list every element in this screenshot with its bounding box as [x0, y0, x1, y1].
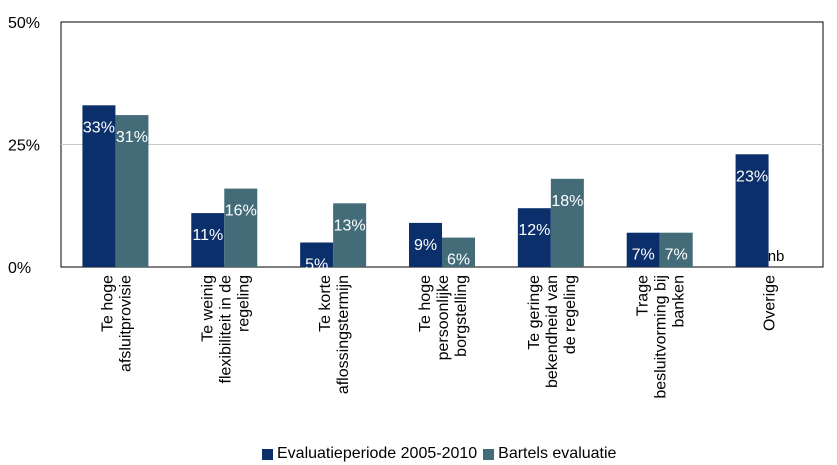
bar-1-4	[409, 222, 442, 267]
x-tick-label-line: flexibiliteit in de	[217, 275, 234, 384]
data-label: 16%	[225, 203, 257, 220]
bar-2-1	[115, 115, 149, 267]
x-tick-label-line: de regeling	[562, 275, 579, 354]
x-tick-label-line: bekendheid van	[544, 275, 561, 388]
bar-1-2	[191, 213, 225, 267]
bar-1-3	[300, 242, 334, 267]
y-tick-label: 25%	[8, 138, 40, 155]
x-tick-label-line: borgstelling	[453, 275, 470, 357]
x-tick-label-line: afsluitprovisie	[117, 275, 134, 372]
bar-2-4	[442, 237, 475, 267]
data-label: 12%	[518, 222, 550, 239]
data-label: 7%	[665, 247, 688, 264]
y-tick-label: 0%	[8, 260, 31, 277]
x-tick-label-line: Te hoge	[99, 275, 116, 332]
bar-1-1	[82, 105, 116, 267]
x-category-label: Te weinig flexibiliteit in de regeling	[199, 275, 252, 384]
bar-1-6	[626, 232, 660, 267]
bar-2-3	[333, 203, 367, 267]
legend-item-series-2: Bartels evaluatie	[483, 445, 616, 463]
x-category-label: Te hoge afsluitprovisie	[99, 275, 134, 372]
x-tick-label-line: Overige	[762, 275, 779, 331]
x-tick-label-line: banken	[671, 275, 688, 328]
x-category-label: Overige	[762, 275, 779, 331]
bar-chart: 0%25%50%33%31%Te hoge afsluitprovisie11%1…	[8, 15, 824, 399]
bar-2-5	[550, 178, 584, 267]
data-label: 23%	[736, 168, 768, 185]
bar-1-5	[517, 208, 551, 267]
legend-label-series-1: Evaluatieperiode 2005-2010	[277, 445, 478, 462]
x-tick-label-line: regeling	[235, 275, 252, 332]
data-label: 9%	[414, 237, 437, 254]
x-tick-label-line: Te hoge	[417, 275, 434, 332]
x-tick-label-line: aflossingstermijn	[335, 275, 352, 394]
x-tick-label-line: persoonlijke	[435, 275, 452, 360]
x-tick-label-line: Te weinig	[199, 275, 216, 342]
bar-2-2	[224, 188, 258, 267]
x-category-label: Te hoge persoonlijke borgstelling	[417, 275, 470, 360]
data-label: 31%	[116, 129, 148, 146]
legend-item-series-1: Evaluatieperiode 2005-2010	[262, 445, 477, 463]
data-label: 5%	[305, 257, 328, 274]
data-label: 13%	[334, 217, 366, 234]
legend-swatch-series-1	[262, 448, 273, 460]
x-category-label: Te geringe bekendheid van de regeling	[526, 275, 579, 388]
x-category-label: Trage besluitvorming bij banken	[635, 275, 688, 399]
data-label: 18%	[551, 193, 583, 210]
bar-1-7	[735, 154, 769, 267]
data-label-nb: nb	[768, 248, 785, 265]
chart-legend: Evaluatieperiode 2005-2010 Bartels evalu…	[262, 444, 622, 464]
x-tick-label-line: besluitvorming bij	[653, 275, 670, 399]
legend-label-series-2: Bartels evaluatie	[498, 445, 617, 462]
data-label: 7%	[632, 247, 655, 264]
data-label: 11%	[192, 227, 223, 244]
x-tick-label-line: Trage	[635, 275, 652, 316]
bar-2-6	[659, 232, 693, 267]
x-category-label: Te korte aflossingstermijn	[317, 275, 352, 394]
data-label: 6%	[447, 252, 470, 269]
x-tick-label-line: Te korte	[317, 275, 334, 332]
data-label: 33%	[83, 119, 115, 136]
x-tick-label-line: Te geringe	[526, 275, 543, 350]
legend-swatch-series-2	[483, 448, 495, 460]
y-tick-label: 50%	[8, 15, 40, 32]
